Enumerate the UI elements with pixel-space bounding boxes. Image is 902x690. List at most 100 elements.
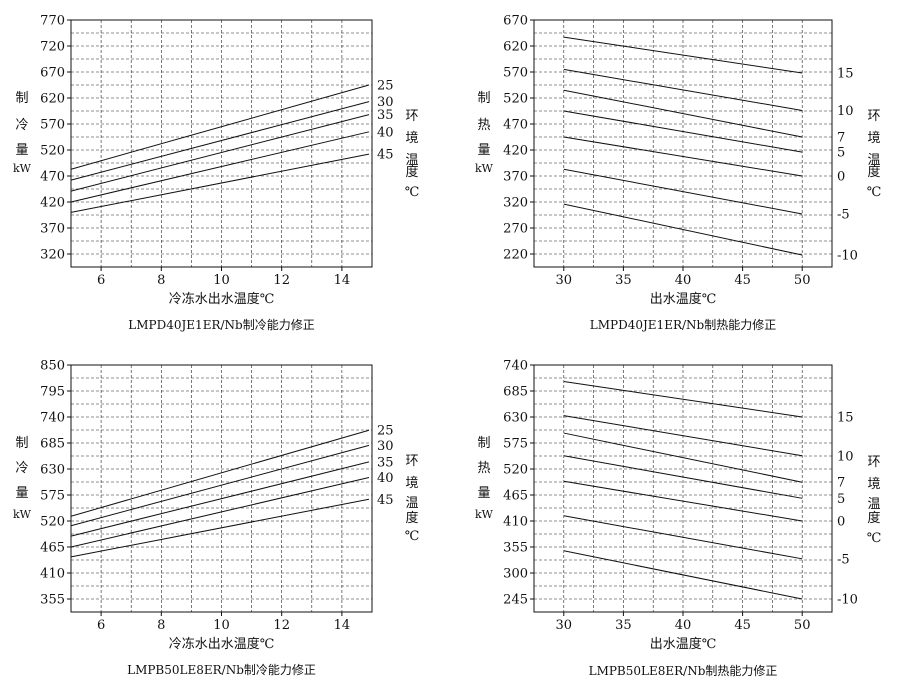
y-axis-label-char: 冷: [15, 118, 28, 133]
x-tick-label: 10: [213, 273, 230, 288]
right-axis-label-char: 度: [867, 164, 880, 180]
series-line--5: [563, 168, 803, 215]
right-axis-label-char: 境: [405, 476, 418, 491]
y-tick-label: 465: [503, 489, 528, 504]
x-tick-label: 45: [734, 618, 751, 633]
right-axis-label-char: 度: [405, 164, 418, 180]
series-line-45: [70, 153, 370, 213]
x-tick-label: 45: [734, 273, 751, 288]
y-axis-label-char: 量: [477, 486, 490, 501]
chart-title: LMPD40JE1ER/Nb制热能力修正: [590, 317, 776, 332]
right-axis-label-char: 环: [405, 454, 418, 469]
x-tick-label: 50: [794, 618, 811, 633]
series-line-25: [70, 84, 370, 170]
y-tick-label: 685: [40, 437, 65, 452]
y-tick-label: 630: [40, 463, 65, 478]
x-axis-label: 出水温度℃: [650, 291, 717, 307]
y-axis-label-char: 热: [477, 461, 490, 476]
chart-title: LMPB50LE8ER/Nb制热能力修正: [589, 663, 778, 678]
series-label-15: 15: [837, 411, 854, 426]
x-tick-label: 30: [556, 618, 573, 633]
series-label-7: 7: [837, 131, 845, 146]
y-tick-label: 520: [503, 92, 528, 107]
series-line-35: [70, 461, 370, 537]
x-tick-label: 50: [794, 273, 811, 288]
right-axis-label-char: 境: [867, 477, 880, 492]
y-tick-label: 410: [40, 567, 65, 582]
y-axis-label-char: 热: [477, 118, 490, 133]
right-axis-label-char: ℃: [405, 529, 420, 544]
series-line-15: [563, 36, 803, 74]
y-tick-label: 770: [40, 14, 65, 29]
y-tick-label: 220: [503, 248, 528, 263]
x-tick-label: 35: [615, 618, 632, 633]
x-axis-label: 冷冻水出水温度℃: [169, 636, 275, 652]
series-label-25: 25: [377, 79, 394, 94]
x-tick-label: 40: [675, 273, 692, 288]
series-line-15: [563, 381, 803, 418]
series-line-7: [563, 432, 803, 483]
x-axis-label: 冷冻水出水温度℃: [169, 291, 275, 307]
x-tick-label: 14: [334, 618, 351, 633]
y-tick-label: 620: [40, 92, 65, 107]
y-tick-label: 420: [40, 196, 65, 211]
series-label-0: 0: [837, 515, 845, 530]
y-tick-label: 320: [40, 248, 65, 263]
y-tick-label: 630: [503, 411, 528, 426]
y-tick-label: 570: [503, 66, 528, 81]
series-line-0: [563, 136, 803, 177]
y-tick-label: 370: [503, 170, 528, 185]
y-tick-label: 670: [503, 14, 528, 29]
x-tick-label: 12: [273, 618, 290, 633]
x-tick-label: 6: [97, 618, 105, 633]
series-line-30: [70, 444, 370, 527]
right-axis-label-char: ℃: [867, 185, 882, 200]
series-label-5: 5: [837, 492, 845, 507]
y-tick-label: 245: [503, 593, 528, 608]
y-tick-label: 570: [40, 118, 65, 133]
y-tick-label: 740: [503, 359, 528, 374]
x-axis-label: 出水温度℃: [650, 636, 717, 652]
right-axis-label-char: 温: [867, 497, 880, 512]
y-axis-label-char: 制: [477, 436, 490, 451]
y-tick-label: 320: [503, 196, 528, 211]
series-line-25: [70, 429, 370, 517]
right-axis-label-char: 温: [405, 153, 418, 168]
right-axis-label-char: 度: [867, 510, 880, 526]
y-axis-label-char: 制: [477, 91, 490, 106]
x-tick-label: 6: [97, 273, 105, 288]
series-label--10: -10: [837, 249, 858, 264]
chart-1: 320 370 420 470 520 570 620 670 720 770 6 8 10 12 14 25…: [13, 14, 419, 333]
x-tick-label: 40: [675, 618, 692, 633]
y-tick-label: 685: [503, 385, 528, 400]
y-tick-label: 300: [503, 567, 528, 582]
y-tick-label: 370: [40, 222, 65, 237]
series-line-10: [563, 68, 803, 111]
series-label-30: 30: [377, 439, 394, 454]
series-label-35: 35: [377, 455, 394, 470]
x-tick-label: 35: [615, 273, 632, 288]
x-tick-label: 30: [556, 273, 573, 288]
series-line-40: [70, 131, 370, 203]
y-tick-label: 410: [503, 515, 528, 530]
y-tick-label: 520: [503, 463, 528, 478]
y-tick-label: 470: [503, 118, 528, 133]
right-axis-label-char: 环: [867, 455, 880, 470]
y-tick-label: 270: [503, 222, 528, 237]
x-tick-label: 12: [273, 273, 290, 288]
series-line-7: [563, 89, 803, 138]
y-axis-label-char: kW: [475, 508, 494, 521]
x-tick-label: 10: [213, 618, 230, 633]
series-label--10: -10: [837, 593, 858, 608]
y-axis-label-char: kW: [475, 162, 494, 175]
right-axis-label-char: ℃: [405, 185, 420, 200]
y-tick-label: 520: [40, 144, 65, 159]
series-label-30: 30: [377, 95, 394, 110]
y-tick-label: 850: [40, 359, 65, 374]
series-line--10: [563, 550, 803, 600]
y-axis-label-char: kW: [13, 508, 32, 521]
series-label-10: 10: [837, 449, 854, 464]
series-label-35: 35: [377, 108, 394, 123]
